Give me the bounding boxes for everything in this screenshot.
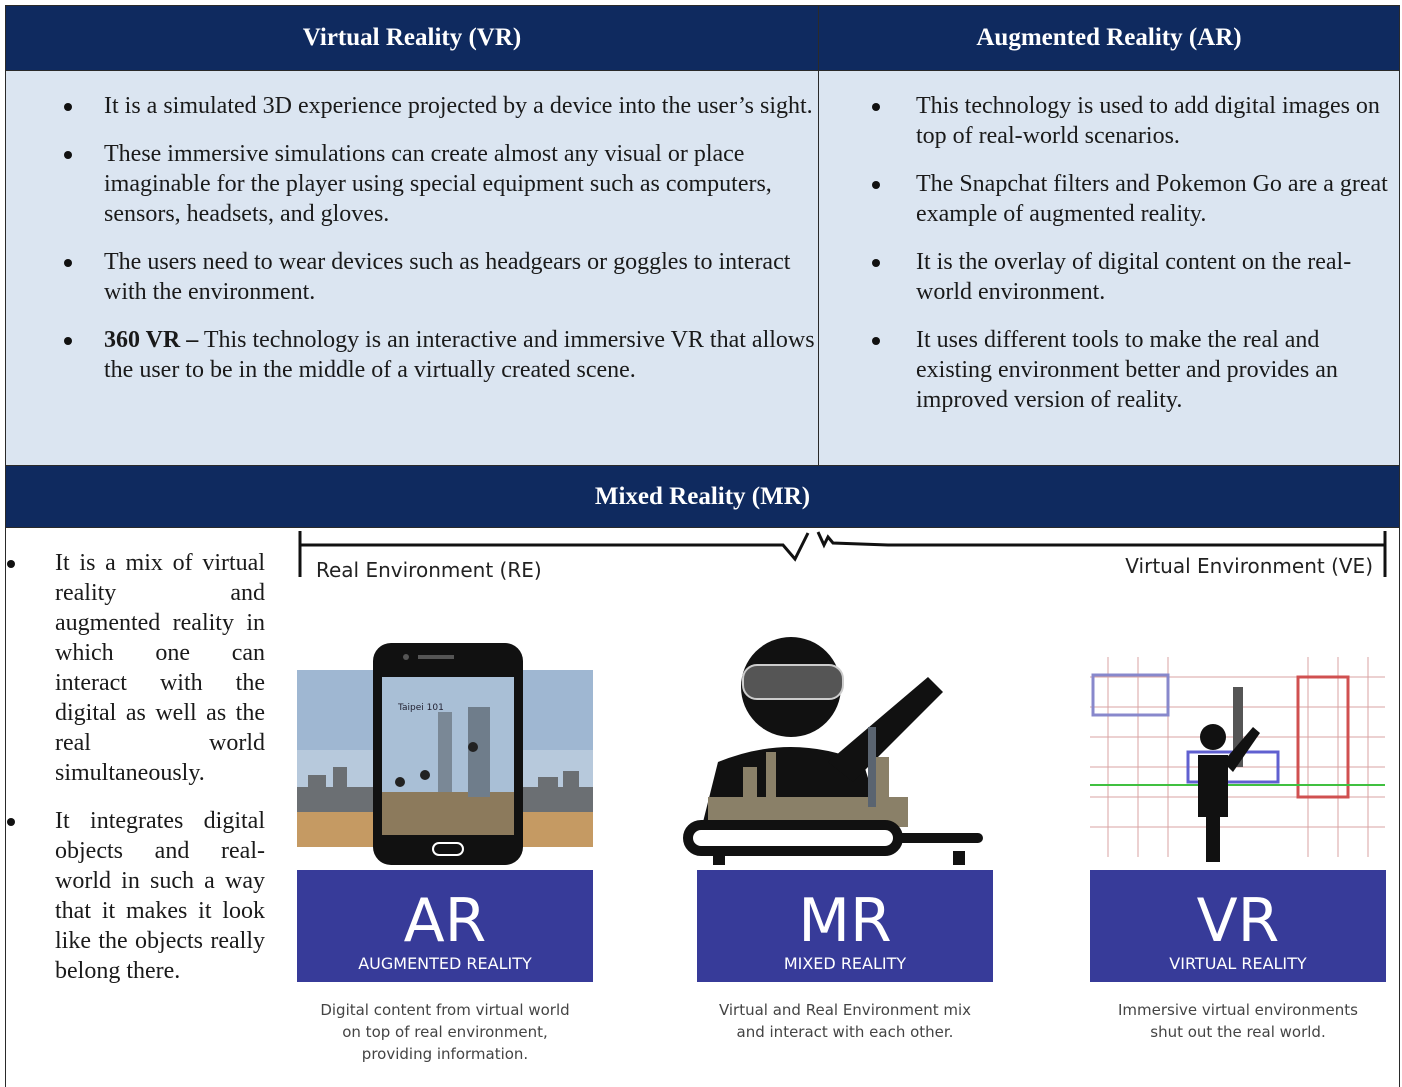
header-text: Augmented Reality (AR) [976, 24, 1242, 51]
illustration-shape [743, 767, 757, 807]
photo-label: Taipei 101 [397, 703, 444, 713]
right-label: Virtual Environment (VE) [1125, 554, 1373, 578]
illustration-shape [420, 770, 430, 780]
illustration-shape [1091, 673, 1170, 717]
illustration-shape [333, 767, 347, 807]
vr-header: Virtual Reality (VR) [5, 5, 819, 71]
illustration-shape [766, 752, 776, 807]
illustration-shape [395, 742, 478, 787]
illustration-shape [953, 851, 965, 865]
panel-name: AUGMENTED REALITY [358, 954, 532, 973]
illustration-shape [1233, 687, 1243, 767]
ar-illustration: Taipei 101 [297, 643, 593, 865]
left-label: Real Environment (RE) [316, 558, 542, 582]
header-text: Virtual Reality (VR) [302, 24, 522, 51]
ar-cell: This technology is used to add digital i… [818, 70, 1400, 466]
bullet-text: This technology is an interactive and im… [104, 327, 815, 383]
panel-name: MIXED REALITY [784, 954, 907, 973]
panel-caption: shut out the real world. [1150, 1023, 1325, 1041]
panel-caption: Immersive virtual environments [1118, 1001, 1358, 1019]
panel-box [1090, 870, 1386, 982]
illustration-shape [308, 775, 326, 805]
illustration-shape [395, 777, 405, 787]
illustration-shape [432, 842, 464, 856]
illustration-shape [1296, 675, 1350, 799]
bullet-item: It is a mix of virtual reality and augme… [7, 550, 265, 786]
ar-list: This technology is used to add digital i… [872, 91, 1396, 433]
panel-box [697, 870, 993, 982]
illustration-shape [382, 792, 514, 835]
illustration-shape [868, 727, 876, 807]
panel-box [297, 870, 593, 982]
illustration-shape [828, 677, 943, 782]
illustration-shape [683, 820, 903, 856]
bullet-item: It uses different tools to make the real… [872, 325, 1396, 415]
panel-caption: Virtual and Real Environment mix [719, 1001, 971, 1019]
bullet-item: It integrates digital objects and real-w… [7, 808, 265, 984]
bullet-item: 360 VR – This technology is an interacti… [64, 325, 819, 385]
vr-cell: It is a simulated 3D experience projecte… [5, 70, 819, 466]
ar-header: Augmented Reality (AR) [818, 5, 1400, 71]
illustration-shape [1107, 657, 1369, 857]
illustration-shape [403, 654, 409, 660]
illustration-shape [1223, 727, 1260, 772]
panel-caption: on top of real environment, [342, 1023, 548, 1041]
mr-illustration [683, 637, 983, 865]
mr-list: It is a mix of virtual reality and augme… [7, 548, 265, 1004]
illustration-shape [538, 777, 558, 807]
panel-caption: Digital content from virtual world [320, 1001, 569, 1019]
panel-caption: and interact with each other. [737, 1023, 954, 1041]
illustration-shape [713, 851, 725, 865]
panel-abbr: VR [1197, 886, 1280, 956]
bullet-item: It is a simulated 3D experience projecte… [64, 91, 819, 121]
illustration-shape [468, 742, 478, 752]
bullet-item: The users need to wear devices such as h… [64, 247, 819, 307]
mr-header: Mixed Reality (MR) [5, 465, 1400, 528]
panel-abbr: AR [404, 886, 487, 956]
vr-list: It is a simulated 3D experience projecte… [64, 91, 819, 403]
illustration-shape [742, 664, 844, 700]
panel-name: VIRTUAL REALITY [1169, 954, 1307, 973]
spectrum-figure: Real Environment (RE) Virtual Environmen… [297, 531, 1387, 1063]
illustration-shape [468, 707, 490, 797]
illustration-shape [873, 757, 889, 807]
header-text: Mixed Reality (MR) [594, 482, 811, 510]
panel-abbr: MR [798, 886, 891, 956]
illustration-shape [300, 531, 1385, 562]
illustration-shape [1198, 755, 1228, 862]
bullet-item: This technology is used to add digital i… [872, 91, 1396, 151]
vr-illustration [1090, 657, 1385, 862]
panel-caption: providing information. [362, 1045, 528, 1063]
illustration-shape [563, 771, 579, 811]
bullet-item: The Snapchat filters and Pokemon Go are … [872, 169, 1396, 229]
spectrum-line [298, 531, 1387, 577]
illustration-shape [1200, 724, 1226, 750]
bullet-item: These immersive simulations can create a… [64, 139, 819, 229]
bold-term: 360 VR – [104, 327, 199, 353]
illustration-shape [418, 655, 454, 659]
mr-cell: It is a mix of virtual reality and augme… [5, 527, 1400, 1087]
bullet-item: It is the overlay of digital content on … [872, 247, 1396, 307]
